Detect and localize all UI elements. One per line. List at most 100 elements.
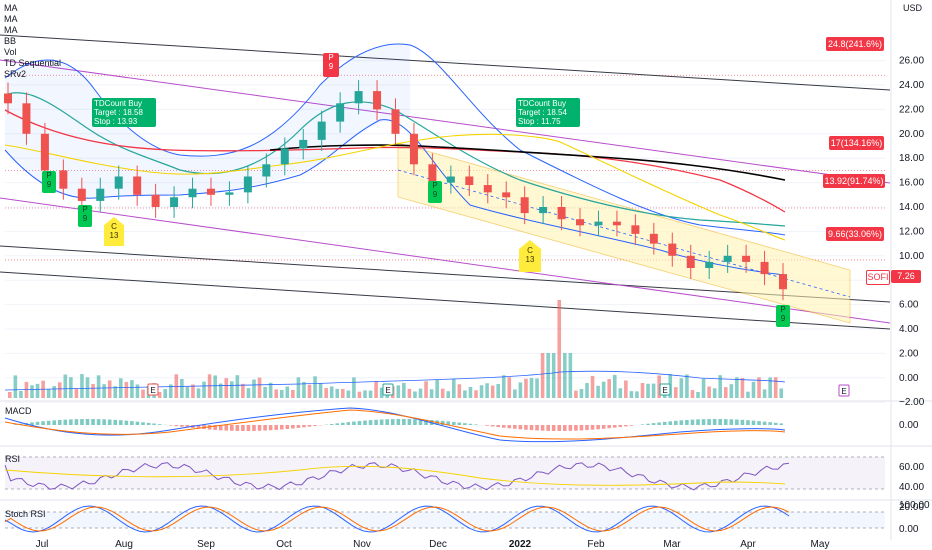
legend-td-sequential[interactable]: TD Sequential — [4, 58, 62, 68]
macd-histogram-bar — [357, 421, 362, 425]
macd-histogram-bar — [646, 423, 650, 425]
volume-bar — [718, 375, 722, 398]
rsi-line — [4, 462, 790, 491]
month-label: 2022 — [509, 539, 532, 550]
macd-histogram-bar — [751, 420, 756, 425]
event-marker-label: E — [385, 386, 390, 395]
volume-bar — [607, 379, 611, 398]
volume-bar — [424, 381, 428, 398]
candle-body — [96, 188, 105, 201]
macd-histogram-bar — [285, 425, 290, 429]
candle-body — [557, 207, 566, 220]
channel-upper-black — [0, 34, 891, 91]
candle-body — [133, 176, 142, 195]
month-label: Apr — [740, 539, 756, 550]
volume-bar — [302, 382, 306, 398]
macd-histogram-bar — [685, 419, 689, 425]
panel-tick-label: 0.00 — [899, 420, 919, 431]
macd-histogram-bar — [246, 425, 251, 431]
macd-histogram-bar — [413, 419, 417, 425]
bb-fill — [5, 44, 410, 199]
candle-body — [206, 188, 215, 195]
volume-bar — [74, 388, 79, 398]
volume-bar — [157, 391, 162, 398]
macd-histogram-bar — [618, 425, 623, 428]
price-tick-label: −2.00 — [899, 397, 925, 408]
macd-histogram-bar — [601, 425, 606, 429]
volume-bar — [440, 388, 445, 398]
candle-body — [742, 255, 751, 262]
volume-bar — [279, 389, 284, 398]
volume-bar — [635, 391, 639, 398]
candle-body — [77, 188, 86, 201]
macd-histogram-bar — [107, 419, 112, 425]
macd-histogram-bar — [540, 425, 545, 431]
target-label-1: 24.8(241.6%) — [826, 37, 884, 51]
macd-histogram-bar — [52, 420, 56, 425]
macd-histogram-bar — [80, 419, 84, 425]
candle-body — [428, 164, 437, 183]
candle-body — [40, 133, 49, 171]
macd-histogram-bar — [701, 419, 706, 425]
legend-bb[interactable]: BB — [4, 36, 17, 46]
legend-srv2[interactable]: SRv2 — [4, 69, 27, 79]
candle-body — [262, 164, 271, 177]
volume-bar — [185, 386, 190, 398]
candle-body — [391, 109, 400, 134]
candle-body — [465, 176, 474, 186]
month-label: Jul — [36, 539, 49, 550]
macd-histogram-bar — [452, 421, 456, 425]
target-label-2: 17(134.16%) — [829, 136, 884, 150]
volume-bar — [318, 383, 323, 398]
td-box-stop: Stop : 11.75 — [518, 117, 561, 126]
ma-yellow-line — [4, 133, 786, 241]
legend-ma-3[interactable]: MA — [4, 25, 18, 35]
candle-body — [299, 139, 308, 149]
candle-body — [686, 255, 695, 268]
macd-histogram-bar — [524, 425, 528, 430]
macd-histogram-bar — [490, 425, 495, 427]
macd-histogram-bar — [424, 419, 428, 425]
volume-bar — [163, 389, 167, 398]
legend-vol[interactable]: Vol — [4, 47, 17, 57]
macd-histogram-bar — [612, 425, 617, 428]
macd-histogram-bar — [474, 424, 478, 425]
volume-bar — [335, 388, 340, 398]
legend-ma-1[interactable]: MA — [4, 3, 18, 13]
ma-fast-line — [4, 92, 786, 227]
volume-bar — [102, 384, 106, 398]
macd-histogram-bar — [529, 425, 534, 431]
macd-histogram-bar — [396, 419, 401, 425]
ticker-price-badge: 7.26 — [891, 270, 921, 283]
month-label: Mar — [663, 539, 681, 550]
macd-panel-label[interactable]: MACD — [5, 406, 32, 416]
price-tick-label: 4.00 — [899, 324, 919, 335]
month-label: Nov — [353, 539, 371, 550]
volume-bar — [468, 387, 473, 398]
rsi-panel-label[interactable]: RSI — [5, 454, 21, 464]
volume-bar — [618, 388, 623, 398]
macd-histogram-bar — [723, 419, 728, 425]
volume-bar — [435, 379, 439, 398]
stoch-rsi-panel-label[interactable]: Stoch RSI — [5, 509, 46, 519]
volume-bar — [324, 387, 328, 398]
volume-bar — [563, 353, 567, 398]
volume-bar — [707, 386, 711, 398]
macd-histogram-bar — [180, 425, 184, 427]
macd-histogram-bar — [468, 423, 473, 425]
macd-histogram-bar — [241, 425, 245, 431]
volume-bar — [701, 378, 706, 398]
volume-bar — [291, 389, 295, 398]
target-label-3: 13.92(91.74%) — [823, 174, 885, 188]
event-marker — [147, 383, 159, 396]
macd-histogram-bar — [513, 425, 517, 429]
volume-bar — [252, 379, 256, 398]
volume-bar — [457, 384, 462, 398]
volume-bar — [329, 386, 334, 398]
candle-body — [4, 93, 12, 104]
macd-histogram-bar — [352, 421, 356, 425]
bb-lower — [4, 119, 786, 276]
legend-ma-2[interactable]: MA — [4, 14, 18, 24]
macd-histogram-bar — [335, 423, 340, 425]
